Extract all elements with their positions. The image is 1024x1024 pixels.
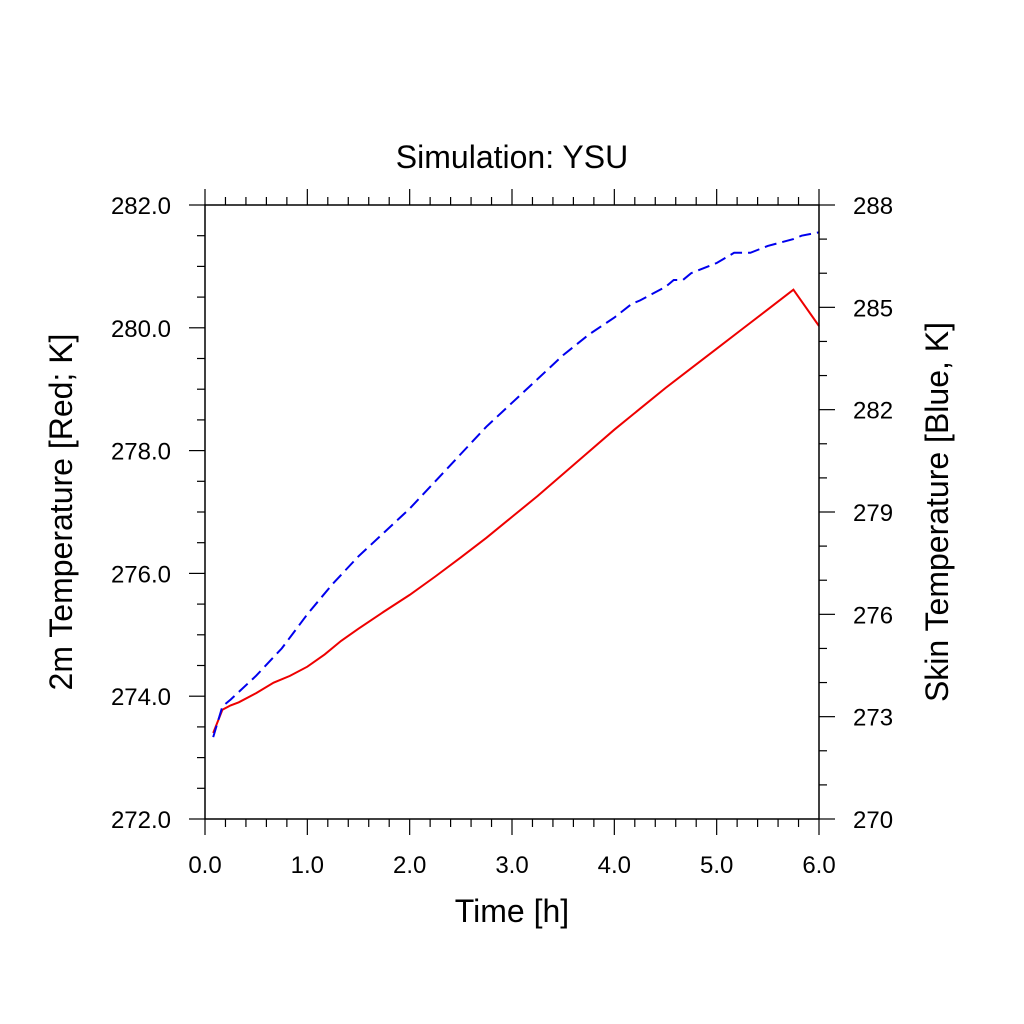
- y-left-tick-label: 272.0: [111, 807, 171, 834]
- y-right-tick-label: 285: [853, 295, 893, 322]
- y-axis-right-label: Skin Temperature [Blue, K]: [919, 322, 955, 702]
- skin-temperature-line: [212, 231, 820, 738]
- y-right-tick-label: 288: [853, 193, 893, 220]
- x-tick-label: 4.0: [598, 852, 631, 879]
- x-tick-label: 1.0: [291, 852, 324, 879]
- y-right-tick-label: 273: [853, 705, 893, 732]
- y-right-tick-label: 276: [853, 602, 893, 629]
- x-axis-label: Time [h]: [455, 893, 569, 929]
- x-tick-label: 3.0: [495, 852, 528, 879]
- axis-ticks: [189, 189, 835, 835]
- y-left-tick-label: 276.0: [111, 561, 171, 588]
- x-tick-label: 5.0: [700, 852, 733, 879]
- y-axis-left-label: 2m Temperature [Red; K]: [43, 334, 79, 691]
- y-right-tick-label: 279: [853, 500, 893, 527]
- x-tick-label: 6.0: [802, 852, 835, 879]
- chart-title: Simulation: YSU: [396, 139, 628, 175]
- plot-frame: [204, 204, 820, 820]
- y-left-tick-label: 280.0: [111, 316, 171, 343]
- y-right-tick-label: 270: [853, 807, 893, 834]
- y-left-tick-label: 282.0: [111, 193, 171, 220]
- y-left-tick-label: 278.0: [111, 439, 171, 466]
- x-tick-label: 0.0: [188, 852, 221, 879]
- y-right-tick-label: 282: [853, 398, 893, 425]
- tick-labels: 0.0 1.0 2.0 3.0 4.0 5.0 6.0 272.0 274.0 276.0 278.…: [111, 193, 893, 879]
- temperature-2m-line: [212, 288, 820, 734]
- y-left-tick-label: 274.0: [111, 684, 171, 711]
- data-series: [212, 231, 820, 738]
- x-tick-label: 2.0: [393, 852, 426, 879]
